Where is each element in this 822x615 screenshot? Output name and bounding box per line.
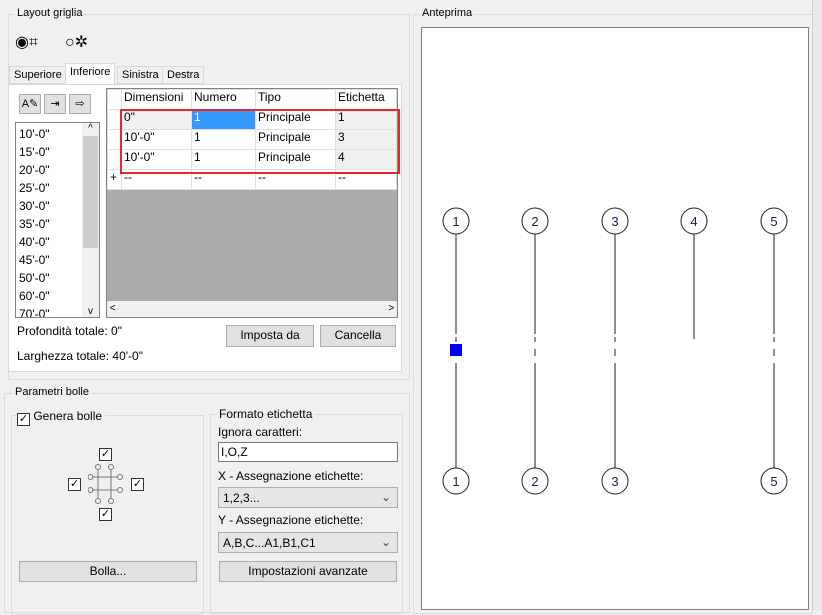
grid-bubble-bottom bbox=[521, 467, 549, 495]
list-item[interactable]: 20'-0" bbox=[19, 163, 50, 177]
selection-highlight bbox=[120, 109, 400, 174]
table-cell[interactable]: -- bbox=[191, 169, 256, 190]
table-cell[interactable]: -- bbox=[255, 169, 336, 190]
radial-grid-icon: ✲ bbox=[74, 34, 89, 51]
list-item[interactable]: 70'-0" bbox=[19, 307, 50, 318]
ignore-label: Ignora caratteri: bbox=[218, 425, 303, 439]
list-item[interactable]: 50'-0" bbox=[19, 271, 50, 285]
preview-canvas[interactable]: 1 1 2 2 3 3 4 5 5 bbox=[421, 27, 809, 610]
y-assign-select[interactable]: A,B,C...A1,B1,C1 ⌄ bbox=[218, 532, 398, 553]
total-width: Larghezza totale: 40'-0" bbox=[17, 349, 143, 363]
tab-sinistra[interactable]: Sinistra bbox=[117, 66, 164, 84]
table-cell[interactable]: 3 bbox=[335, 129, 397, 150]
col-header[interactable]: Etichetta bbox=[335, 89, 397, 110]
bubble-label: 2 bbox=[531, 474, 538, 489]
col-header[interactable]: Dimensioni bbox=[121, 89, 192, 110]
ignore-chars-input[interactable] bbox=[218, 442, 398, 462]
list-item[interactable]: 40'-0" bbox=[19, 235, 50, 249]
delete-button[interactable]: Cancella bbox=[320, 325, 396, 347]
table-cell[interactable]: -- bbox=[335, 169, 397, 190]
bubble-label: 5 bbox=[770, 474, 777, 489]
bubble-label: 5 bbox=[770, 214, 777, 229]
list-item[interactable]: 10'-0" bbox=[19, 127, 50, 141]
top-bubble-checkbox[interactable]: ✓ bbox=[99, 448, 112, 461]
left-bubble-checkbox[interactable]: ✓ bbox=[68, 478, 81, 491]
bubble-label: 4 bbox=[690, 214, 697, 229]
table-row[interactable]: 10'-0" 1 Principale 4 bbox=[107, 149, 397, 170]
table-hscrollbar[interactable]: < > bbox=[107, 301, 397, 317]
tab-superiore[interactable]: Superiore bbox=[9, 66, 67, 84]
bubble-label: 3 bbox=[611, 214, 618, 229]
table-row[interactable]: 10'-0" 1 Principale 3 bbox=[107, 129, 397, 150]
bubble-label: 1 bbox=[452, 214, 459, 229]
insert-row-button[interactable]: ⇥ bbox=[44, 94, 66, 114]
grid-bubble-bottom bbox=[760, 467, 788, 495]
selection-grip bbox=[450, 344, 462, 356]
y-assign-label: Y - Assegnazione etichette: bbox=[218, 513, 364, 527]
table-cell[interactable]: Principale bbox=[255, 129, 336, 150]
list-item[interactable]: 35'-0" bbox=[19, 217, 50, 231]
grid-bubble-bottom bbox=[601, 467, 629, 495]
total-depth: Profondità totale: 0" bbox=[17, 324, 122, 338]
bubble-button[interactable]: Bolla... bbox=[19, 561, 197, 582]
grid-bubble-bottom bbox=[442, 467, 470, 495]
edit-label-button[interactable]: A✎ bbox=[19, 94, 41, 114]
rect-grid-icon: ⌗ bbox=[28, 34, 38, 51]
chevron-down-icon: ⌄ bbox=[380, 490, 391, 504]
list-scrollbar[interactable]: ^ v bbox=[82, 123, 99, 317]
dimension-list[interactable]: 10'-0" 15'-0" 20'-0" 25'-0" 30'-0" 35'-0" 40'-… bbox=[15, 122, 100, 318]
new-row[interactable]: + -- -- -- -- bbox=[107, 169, 397, 190]
scrollbar[interactable] bbox=[812, 0, 822, 610]
list-item[interactable]: 25'-0" bbox=[19, 181, 50, 195]
tab-inferiore[interactable]: Inferiore bbox=[65, 63, 116, 85]
append-row-button[interactable]: ⇨ bbox=[69, 94, 91, 114]
group-title: Parametri bolle bbox=[13, 386, 91, 398]
table-cell[interactable]: Principale bbox=[255, 149, 336, 170]
list-item[interactable]: 60'-0" bbox=[19, 289, 50, 303]
group-title: Formato etichetta bbox=[217, 407, 315, 421]
group-title: Layout griglia bbox=[15, 7, 85, 19]
rectangular-grid-radio[interactable]: ◉⌗ bbox=[15, 34, 38, 51]
chevron-down-icon: ⌄ bbox=[380, 535, 391, 549]
generate-bubbles-checkbox[interactable]: ✓ Genera bolle bbox=[17, 409, 106, 426]
advanced-settings-button[interactable]: Impostazioni avanzate bbox=[219, 561, 397, 582]
col-header[interactable]: Tipo bbox=[255, 89, 336, 110]
list-item[interactable]: 15'-0" bbox=[19, 145, 50, 159]
right-bubble-checkbox[interactable]: ✓ bbox=[131, 478, 144, 491]
set-from-button[interactable]: Imposta da bbox=[226, 325, 314, 347]
x-assign-label: X - Assegnazione etichette: bbox=[218, 469, 364, 483]
bubble-label: 2 bbox=[531, 214, 538, 229]
list-item[interactable]: 45'-0" bbox=[19, 253, 50, 267]
radial-grid-radio[interactable]: ○✲ bbox=[65, 34, 89, 51]
group-title: Anteprima bbox=[420, 7, 475, 19]
x-assign-select[interactable]: 1,2,3... ⌄ bbox=[218, 487, 398, 508]
bottom-bubble-checkbox[interactable]: ✓ bbox=[99, 508, 112, 521]
bubble-label: 3 bbox=[611, 474, 618, 489]
list-item[interactable]: 30'-0" bbox=[19, 199, 50, 213]
bubble-label: 1 bbox=[452, 474, 459, 489]
bubble-layout-icon bbox=[88, 464, 123, 504]
tab-destra[interactable]: Destra bbox=[162, 66, 205, 84]
col-header[interactable]: Numero bbox=[191, 89, 256, 110]
